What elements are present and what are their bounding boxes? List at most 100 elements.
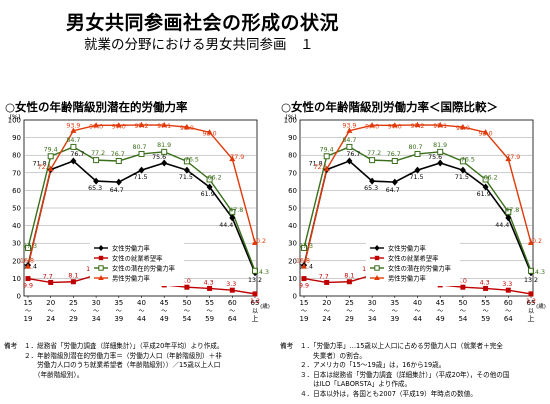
x-tick-label: 29 (69, 315, 78, 323)
data-label: 5.0 (457, 278, 467, 285)
data-point (229, 287, 235, 293)
data-point (115, 122, 122, 128)
x-tick-label: 55 (481, 299, 490, 307)
data-point (369, 177, 376, 185)
note-row: ３．日本は総務省「労働力調査（詳細集計）」（平成20年），その他の国 はILO「… (280, 371, 510, 390)
data-point (229, 208, 236, 215)
x-tick-label: 34 (92, 315, 101, 323)
data-label: 77.9 (230, 154, 244, 161)
x-tick-label: 64 (228, 315, 237, 323)
x-tick-label: 44 (413, 315, 422, 323)
data-label: 66.2 (484, 174, 498, 181)
notes-label: 備考 (4, 342, 18, 350)
data-label: 75.6 (428, 154, 442, 161)
data-label: 77.2 (367, 150, 381, 157)
data-point (505, 214, 512, 222)
data-label: 47.8 (229, 207, 243, 214)
data-label: 65.3 (88, 185, 102, 192)
x-tick-label: ～ (184, 308, 190, 315)
data-point (184, 284, 190, 290)
data-label: 44.4 (219, 222, 233, 229)
x-tick-label: 以 (528, 308, 534, 315)
data-point (206, 176, 213, 183)
x-tick-label: 35 (390, 299, 399, 307)
data-point (437, 148, 444, 155)
note-text: １．「労働力率」…15歳以上人口に占める労働力人口（就業者＋完全 失業者）の割合… (300, 342, 503, 360)
data-point (206, 183, 213, 191)
chart-notes-right: 備考 １．「労働力率」…15歳以上人口に占める労働力人口（就業者＋完全 失業者）の… (280, 342, 510, 400)
legend-marker (374, 245, 380, 251)
x-tick-label: 25 (69, 299, 78, 307)
legend-marker (98, 245, 104, 251)
x-tick-label: ～ (369, 308, 375, 315)
data-label: 76.7 (387, 151, 401, 158)
data-label: 71.5 (455, 174, 469, 181)
data-point (183, 158, 190, 165)
y-tick-label: 30 (12, 240, 21, 248)
y-axis-label: (%) (285, 113, 296, 121)
note-text: ３．日本は総務省「労働力調査（詳細集計）」（平成20年），その他の国 はILO「… (300, 370, 510, 389)
data-point (183, 166, 190, 174)
x-tick-label: 40 (137, 299, 146, 307)
data-label: 47.8 (505, 207, 519, 214)
x-tick-label: ～ (437, 308, 443, 315)
chart-notes-left: 備考 １．総務省「労働力調査（詳細集計）」（平成20年平均）より作成。 ２．年齢階級… (4, 342, 223, 380)
x-tick-label: 15 (24, 299, 33, 307)
x-tick-label: 49 (436, 315, 445, 323)
data-label: 76.7 (346, 151, 360, 158)
x-tick-label: 44 (137, 315, 146, 323)
x-tick-label: 49 (160, 315, 169, 323)
chart-title-left: ○女性の年齢階級別潜在的労働力率 (5, 100, 188, 114)
x-tick-label: ～ (460, 308, 466, 315)
data-label: 80.7 (408, 144, 422, 151)
data-label: 71.5 (133, 174, 147, 181)
data-point (70, 127, 77, 133)
data-label: 97.2 (410, 123, 424, 130)
note-text: ４．日本以外は，各国とも2007（平成19）年時点の数値。 (300, 389, 477, 398)
data-point (391, 122, 398, 128)
data-label: 61.9 (477, 191, 491, 198)
page-title: 男女共同参画社会の形成の状況 (66, 12, 340, 34)
data-point (528, 267, 534, 274)
legend-label: 女性の潜在的労働力率 (112, 264, 175, 273)
data-label: 13.2 (248, 277, 262, 284)
x-tick-label: 65 (527, 299, 536, 307)
y-tick-label: 0 (17, 293, 21, 301)
data-point (391, 158, 398, 165)
data-point (47, 153, 54, 160)
data-point (323, 153, 330, 160)
data-label: 3.3 (502, 281, 512, 288)
data-point (505, 287, 511, 293)
x-tick-label: 45 (160, 299, 169, 307)
data-label: 93.9 (66, 123, 80, 130)
x-tick-label: 19 (24, 315, 33, 323)
x-tick-label: ～ (483, 308, 489, 315)
data-label: 30.2 (528, 238, 542, 245)
data-label: 64.7 (386, 187, 400, 194)
data-point (229, 214, 236, 222)
note-row: 備考 １．総務省「労働力調査（詳細集計）」（平成20年平均）より作成。 (4, 342, 223, 352)
data-point (301, 244, 307, 251)
note-row: 備考 １．「労働力率」…15歳以上人口に占める労働力人口（就業者＋完全 失業者）の… (280, 342, 510, 361)
notes-label: 備考 (280, 342, 294, 350)
data-label: 97.0 (89, 123, 103, 130)
data-point (70, 157, 77, 165)
data-point (482, 176, 489, 183)
data-point (483, 285, 489, 291)
data-label: 81.9 (157, 142, 171, 149)
data-point (301, 276, 307, 282)
x-tick-label: 65 (251, 299, 260, 307)
data-label: 77.2 (91, 150, 105, 157)
x-tick-label: ～ (93, 308, 99, 315)
y-tick-label: 100 (8, 117, 21, 125)
data-label: 16.8 (296, 257, 310, 264)
y-tick-label: 20 (12, 257, 21, 265)
data-point (460, 284, 466, 290)
data-point (161, 159, 168, 167)
legend-label: 男性労働力率 (112, 274, 150, 283)
x-tick-label: 54 (458, 315, 467, 323)
x-tick-label: ～ (229, 308, 235, 315)
x-tick-label: 60 (504, 299, 513, 307)
legend-marker (98, 265, 104, 271)
data-label: 97.1 (433, 123, 447, 130)
